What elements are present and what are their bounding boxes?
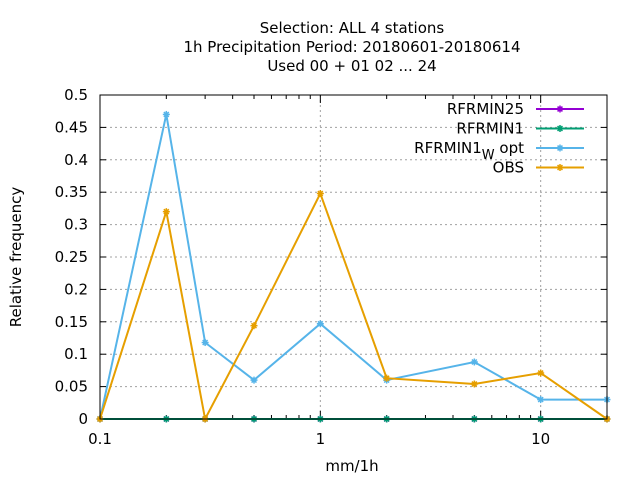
y-tick-label: 0.1 xyxy=(64,345,88,363)
y-tick-label: 0.2 xyxy=(64,280,88,298)
series-point xyxy=(250,376,258,384)
series-point xyxy=(470,380,478,388)
y-tick-label: 0 xyxy=(78,410,88,428)
legend-marker xyxy=(556,164,564,171)
series-point xyxy=(250,322,258,330)
series-4 xyxy=(96,189,611,423)
legend-label: OBS xyxy=(493,159,524,177)
title-line-1: Selection: ALL 4 stations xyxy=(260,19,445,37)
grid xyxy=(100,95,607,419)
series-point xyxy=(537,369,545,377)
title-line-3: Used 00 + 01 02 ... 24 xyxy=(267,57,436,75)
legend-label: RFRMIN1W opt xyxy=(414,139,524,163)
series-point xyxy=(316,189,324,197)
legend-label-suffix: opt xyxy=(495,139,524,157)
y-tick-label: 0.05 xyxy=(55,378,88,396)
x-tick-label: 10 xyxy=(531,430,550,448)
legend-marker xyxy=(556,144,564,152)
y-tick-label: 0.25 xyxy=(55,248,88,266)
legend-label-text: RFRMIN1 xyxy=(414,139,482,157)
legend-entry: OBS xyxy=(493,159,584,177)
x-tick-label: 0.1 xyxy=(88,430,112,448)
legend-label-text: OBS xyxy=(493,159,524,177)
series-point xyxy=(162,110,170,118)
legend-label: RFRMIN1 xyxy=(456,120,524,138)
series-point xyxy=(162,208,170,216)
y-tick-label: 0.15 xyxy=(55,313,88,331)
legend-marker xyxy=(556,125,564,132)
title-line-2: 1h Precipitation Period: 20180601-201806… xyxy=(183,38,520,56)
legend-entry: RFRMIN25 xyxy=(447,100,584,118)
series-3 xyxy=(96,110,611,423)
legend-label-subscript: W xyxy=(482,148,495,163)
legend-label-text: RFRMIN1 xyxy=(456,120,524,138)
x-axis-label: mm/1h xyxy=(325,457,378,475)
series-line xyxy=(99,190,608,423)
y-tick-label: 0.4 xyxy=(64,151,88,169)
series-point xyxy=(383,374,391,382)
x-tick-label: 1 xyxy=(316,430,326,448)
series-point xyxy=(470,358,478,366)
legend-label: RFRMIN25 xyxy=(447,100,524,118)
y-tick-label: 0.45 xyxy=(55,118,88,136)
chart-title: Selection: ALL 4 stations 1h Precipitati… xyxy=(183,19,520,75)
y-tick-label: 0.3 xyxy=(64,216,88,234)
y-tick-label: 0.35 xyxy=(55,183,88,201)
series-point xyxy=(316,320,324,328)
plot-frame xyxy=(99,94,608,420)
series-point xyxy=(201,339,209,347)
series-group xyxy=(96,110,611,423)
tick-labels: 0 0.05 0.1 0.15 0.2 0.25 0.3 0.35 0.4 0.45 0.5 0.1 1… xyxy=(55,86,551,448)
legend-label-text: RFRMIN25 xyxy=(447,100,524,118)
y-axis-label: Relative frequency xyxy=(7,187,25,328)
legend-entry: RFRMIN1 xyxy=(456,120,584,138)
legend-entry: RFRMIN1W opt xyxy=(414,139,584,163)
legend-marker xyxy=(556,105,564,113)
series-point xyxy=(537,396,545,404)
y-tick-label: 0.5 xyxy=(64,86,88,104)
